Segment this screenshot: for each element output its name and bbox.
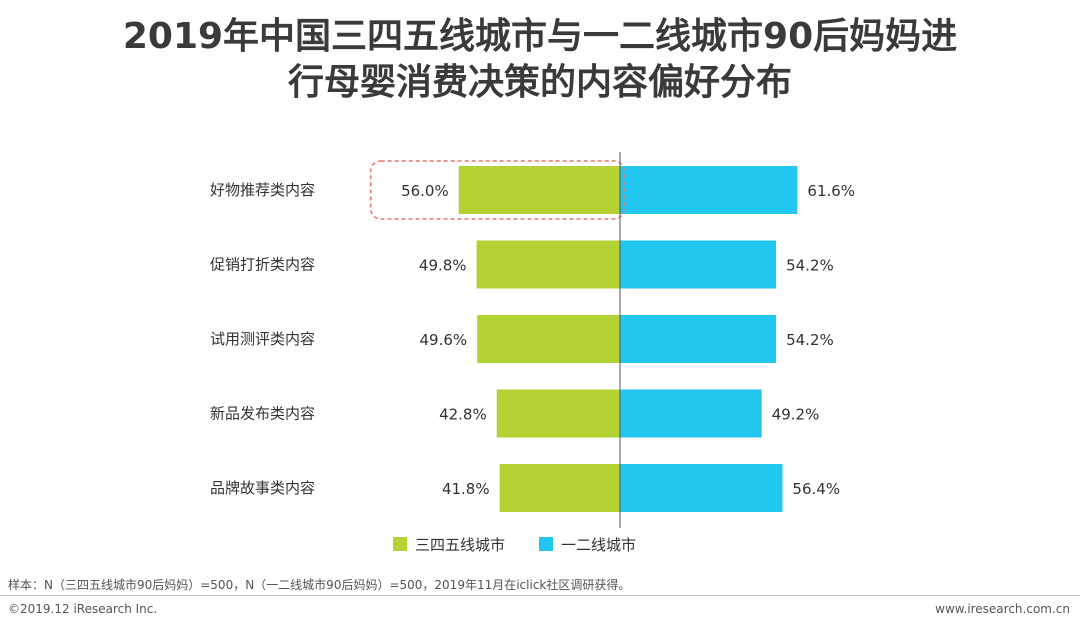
bar-right: [620, 240, 777, 289]
data-label-left: 41.8%: [442, 480, 490, 498]
bar-right: [620, 464, 783, 512]
data-label-right: 49.2%: [772, 406, 820, 424]
bar-right: [620, 166, 798, 214]
chart-title: 2019年中国三四五线城市与一二线城市90后妈妈进 行母婴消费决策的内容偏好分布: [0, 14, 1080, 106]
category-label: 好物推荐类内容: [210, 181, 315, 199]
category-label: 品牌故事类内容: [210, 479, 315, 497]
data-label-right: 54.2%: [786, 257, 834, 275]
data-label-left: 56.0%: [401, 182, 449, 200]
title-line-2: 行母婴消费决策的内容偏好分布: [287, 62, 792, 103]
bar-left: [458, 166, 620, 214]
copyright-text: ©2019.12 iResearch Inc.: [8, 602, 158, 616]
bar-right: [620, 315, 777, 363]
legend-swatch-right: [539, 537, 553, 551]
data-label-left: 49.6%: [419, 331, 467, 349]
website-link[interactable]: www.iresearch.com.cn: [935, 602, 1070, 616]
category-label: 新品发布类内容: [210, 405, 315, 423]
highlight-box: [369, 160, 625, 220]
data-label-left: 42.8%: [439, 406, 487, 424]
legend-swatch-left: [393, 537, 407, 551]
category-label: 试用测评类内容: [210, 330, 315, 348]
sample-note: 样本：N（三四五线城市90后妈妈）=500，N（一二线城市90后妈妈）=500，…: [8, 578, 631, 592]
data-label-right: 54.2%: [786, 331, 834, 349]
data-label-right: 61.6%: [807, 182, 855, 200]
footer-divider: [0, 595, 1080, 596]
bar-left: [476, 240, 620, 289]
category-label: 促销打折类内容: [210, 256, 315, 274]
bar-right: [620, 389, 762, 438]
title-line-1: 2019年中国三四五线城市与一二线城市90后妈妈进: [122, 16, 958, 57]
bar-left: [496, 389, 620, 438]
legend-label-left: 三四五线城市: [415, 536, 505, 554]
bar-left: [477, 315, 620, 363]
diverging-bar-chart: 好物推荐类内容 56.0% 61.6% 促销打折类内容 49.8% 54.2% 试用测评类内…: [210, 152, 855, 554]
bar-left: [499, 464, 620, 512]
data-label-left: 49.8%: [419, 257, 467, 275]
legend-label-right: 一二线城市: [561, 536, 636, 554]
data-label-right: 56.4%: [792, 480, 840, 498]
